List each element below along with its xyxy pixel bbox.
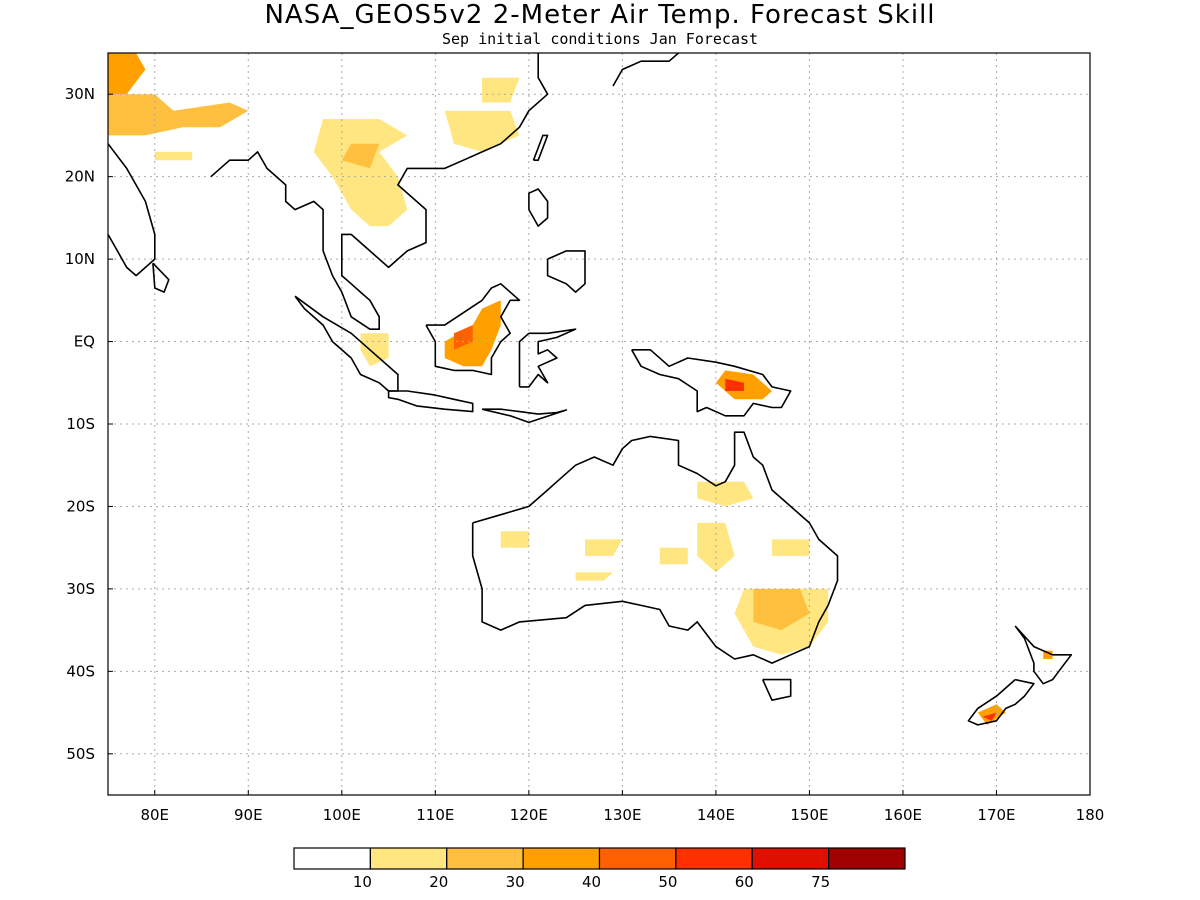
lon-tick-label: 150E <box>790 806 828 824</box>
lon-tick-label: 160E <box>884 806 922 824</box>
coastline <box>967 678 1035 726</box>
lon-tick-label: 80E <box>140 806 169 824</box>
lon-tick-label: 120E <box>510 806 548 824</box>
coastline <box>108 143 156 277</box>
map-subtitle: Sep initial conditions Jan Forecast <box>441 30 759 48</box>
coastline <box>425 282 521 376</box>
skill-region <box>482 77 520 103</box>
colorbar: 10 20 30 40 50 60 75 <box>293 847 906 891</box>
lat-tick-label: 40S <box>66 662 95 680</box>
skill-region <box>454 325 473 350</box>
map-title: NASA_GEOS5v2 2-Meter Air Temp. Forecast … <box>264 0 936 30</box>
skill-region <box>341 143 380 169</box>
skill-region <box>108 53 146 95</box>
colorbar-swatch <box>293 847 371 870</box>
coastline <box>1014 625 1073 685</box>
skill-region <box>772 539 810 556</box>
coastline <box>761 678 792 702</box>
colorbar-label: 40 <box>582 873 601 891</box>
colorbar-label: 75 <box>811 873 830 891</box>
colorbar-label: 10 <box>353 873 372 891</box>
colorbar-swatch <box>598 847 677 870</box>
lon-tick-label: 110E <box>416 806 454 824</box>
coastline <box>631 348 792 417</box>
skill-region <box>697 522 735 573</box>
lon-tick-label: 100E <box>323 806 361 824</box>
coastline <box>210 53 549 331</box>
colorbar-swatch <box>828 847 906 870</box>
colorbar-swatch <box>446 847 524 870</box>
lat-tick-label: 10S <box>66 415 95 433</box>
skill-region <box>725 378 744 391</box>
lat-tick-label: EQ <box>74 333 95 351</box>
skill-region <box>1043 650 1053 659</box>
lat-tick-label: 30N <box>65 85 95 103</box>
colorbar-swatch <box>675 847 753 870</box>
skill-region <box>313 119 408 227</box>
coastline <box>532 134 549 161</box>
skill-region <box>500 531 529 548</box>
coastline <box>612 53 680 87</box>
coastlines <box>108 53 1073 726</box>
lat-tick-label: 10N <box>65 250 95 268</box>
skill-region <box>575 572 613 581</box>
coastline <box>152 262 170 293</box>
colorbar-swatch <box>751 847 830 870</box>
skill-region <box>659 547 688 565</box>
skill-region <box>444 110 520 152</box>
skill-region <box>444 300 501 367</box>
colorbar-label: 60 <box>735 873 754 891</box>
lat-tick-label: 30S <box>66 580 95 598</box>
skill-region <box>585 539 623 556</box>
skill-region <box>154 151 193 161</box>
lat-tick-label: 20N <box>65 168 95 186</box>
colorbar-swatch <box>522 847 601 870</box>
colorbar-label: 50 <box>658 873 677 891</box>
lat-tick-label: 20S <box>66 497 95 515</box>
coastline <box>481 408 568 424</box>
lat-tick-label: 50S <box>66 745 95 763</box>
coastline <box>528 188 549 227</box>
axis-ticks: 80E 90E 100E 110E 120E 130E 140E 150E 160E 170E 18… <box>65 85 1105 824</box>
colorbar-label: 20 <box>429 873 448 891</box>
skill-region <box>360 333 389 367</box>
skill-region <box>753 588 810 631</box>
colorbar-label: 30 <box>506 873 525 891</box>
coastline <box>546 250 586 293</box>
skill-region <box>982 712 997 721</box>
lon-tick-label: 90E <box>234 806 263 824</box>
lon-tick-label: 140E <box>697 806 735 824</box>
coastline <box>518 328 577 388</box>
skill-region <box>108 94 249 136</box>
colorbar-swatch <box>369 847 448 870</box>
coastline <box>471 431 839 664</box>
lon-tick-label: 180 <box>1076 806 1105 824</box>
skill-shading-layer <box>108 53 1053 725</box>
coastline <box>387 390 474 413</box>
lon-tick-label: 130E <box>603 806 641 824</box>
gridlines <box>108 53 1090 795</box>
lon-tick-label: 170E <box>977 806 1015 824</box>
skill-region <box>697 481 754 507</box>
